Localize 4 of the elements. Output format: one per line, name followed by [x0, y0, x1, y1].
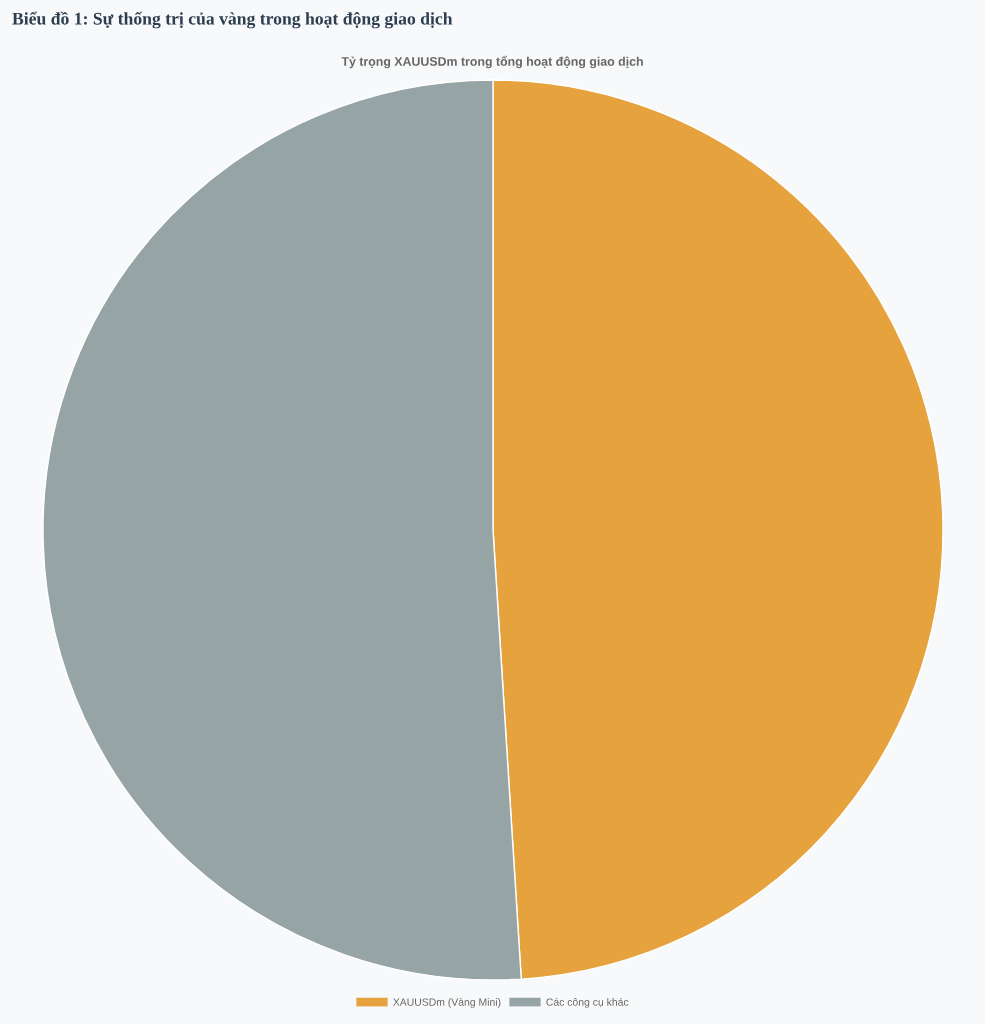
legend-label: Các công cụ khác	[546, 998, 629, 1008]
chart-subtitle: Tỷ trọng XAUUSDm trong tổng hoạt động giao dịch	[341, 55, 643, 69]
chart-title: Biểu đồ 1: Sự thống trị của vàng trong hoạt động giao dịch	[12, 11, 453, 29]
legend-label: XAUUSDm (Vàng Mini)	[393, 998, 501, 1008]
